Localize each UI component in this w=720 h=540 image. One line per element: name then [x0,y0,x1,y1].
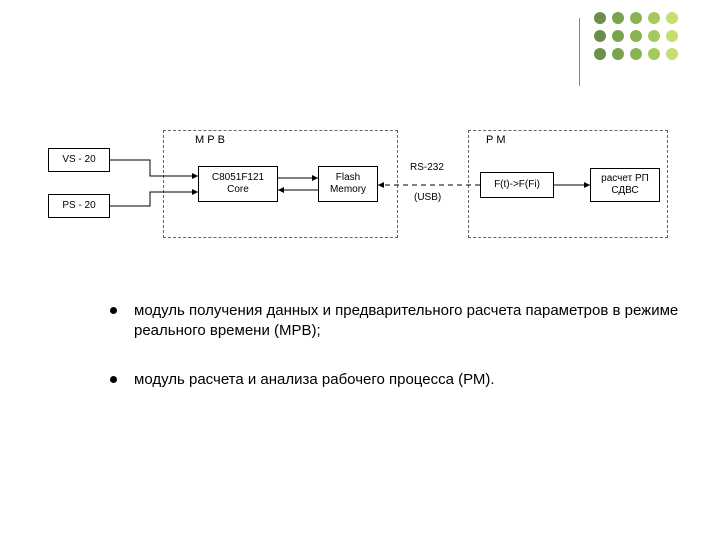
bullet-list: модуль получения данных и предварительно… [70,301,690,418]
block-diagram: М Р В Р М VS - 20 PS - 20 C8051F121 Core… [48,130,668,250]
bullet-item: модуль расчета и анализа рабочего процес… [110,370,690,390]
bullet-text: модуль расчета и анализа рабочего процес… [134,371,495,388]
bullet-item: модуль получения данных и предварительно… [110,301,690,342]
decor-vline [579,18,580,86]
bullet-text: модуль получения данных и предварительно… [134,302,678,339]
decor-dots [594,12,680,62]
arrows-layer [48,130,668,250]
